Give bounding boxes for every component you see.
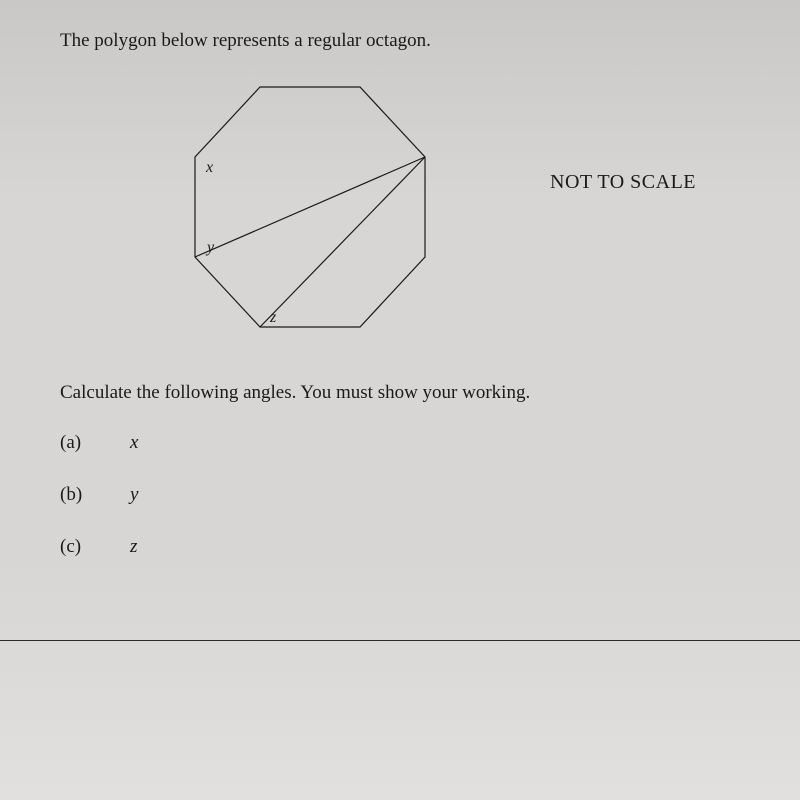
angle-label: z: [269, 309, 277, 326]
question-part: (b) y: [60, 484, 740, 506]
octagon-diagram: x y z: [150, 62, 450, 362]
question-part: (a) x: [60, 432, 740, 454]
question-parts: (a) x (b) y (c) z: [60, 432, 740, 558]
part-label: (c): [60, 536, 90, 558]
octagon-diagonal: [260, 157, 425, 327]
angle-label: y: [205, 239, 215, 256]
part-variable: z: [130, 536, 137, 558]
part-label: (b): [60, 484, 90, 506]
diagram-row: x y z NOT TO SCALE: [60, 62, 740, 362]
not-to-scale-text: NOT TO SCALE: [550, 171, 696, 194]
worksheet-page: The polygon below represents a regular o…: [0, 0, 800, 800]
intro-text: The polygon below represents a regular o…: [60, 30, 740, 52]
part-variable: y: [130, 484, 138, 506]
octagon-diagonal: [195, 157, 425, 257]
part-variable: x: [130, 432, 138, 454]
part-label: (a): [60, 432, 90, 454]
instruction-text: Calculate the following angles. You must…: [60, 382, 740, 404]
section-divider: [0, 640, 800, 641]
angle-label: x: [205, 159, 213, 176]
question-part: (c) z: [60, 536, 740, 558]
